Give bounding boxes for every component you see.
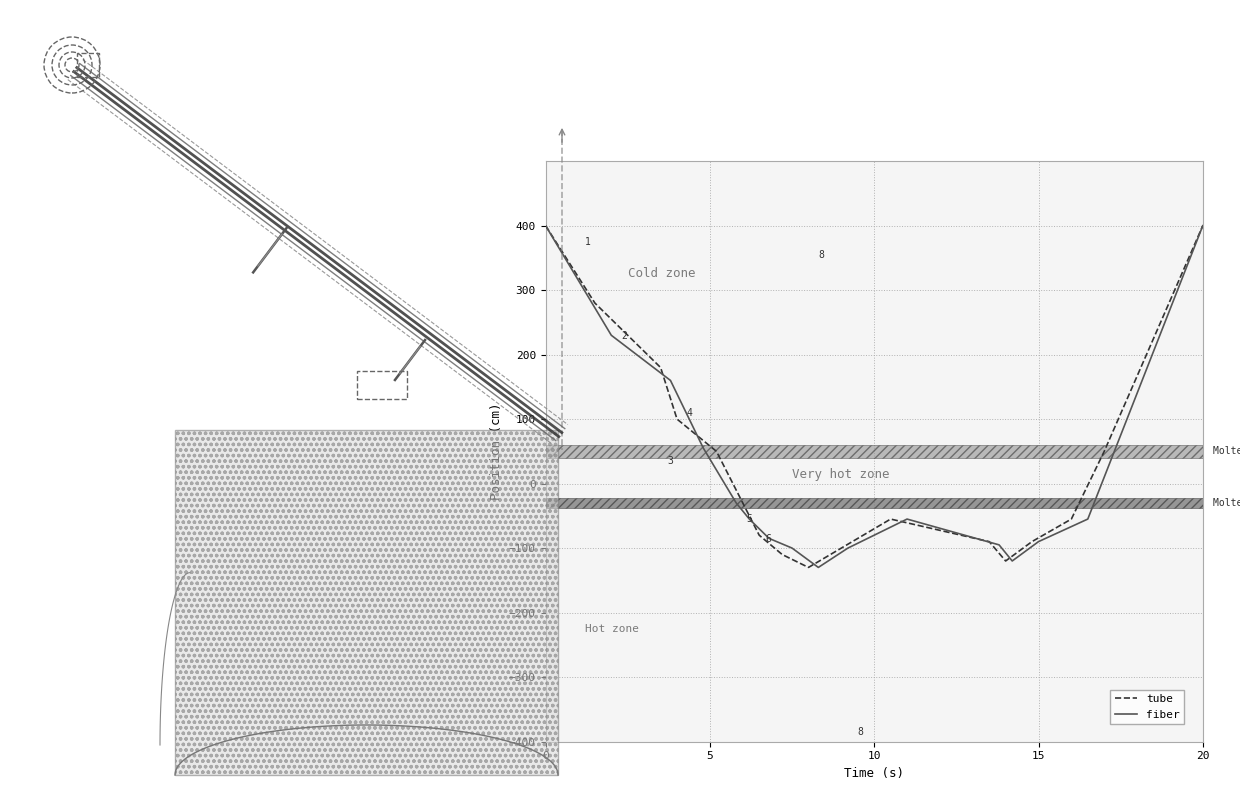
Text: Molten slag: Molten slag [1213,447,1240,456]
tube [833,543,848,553]
Text: 4: 4 [687,408,693,418]
Bar [357,371,407,399]
fiber [761,534,776,543]
fiber [841,543,856,553]
tube [998,556,1013,566]
X-axis label: Time (s): Time (s) [844,767,904,779]
fiber [729,498,744,508]
tube [801,563,816,572]
tube [1064,514,1079,524]
Line: tube: tube [546,226,1203,567]
Legend: tube, fiber: tube, fiber [1110,690,1184,725]
Text: 6: 6 [766,534,771,543]
Text: Cold zone: Cold zone [627,268,696,280]
Bar [546,445,1203,458]
fiber [899,514,914,524]
fiber [696,443,711,453]
Text: 2: 2 [621,330,627,340]
Text: Hot zone: Hot zone [585,624,639,634]
tube [1024,537,1039,546]
Text: 1: 1 [585,237,591,247]
tube [751,530,766,540]
fiber [663,376,678,385]
fiber [785,543,800,553]
fiber [811,563,826,572]
Line: fiber: fiber [546,226,1203,567]
tube [735,498,750,508]
tube [1097,447,1112,456]
fiber [604,330,619,340]
tube [588,298,603,308]
fiber [538,221,553,231]
fiber [1032,537,1047,546]
fiber [1004,556,1019,566]
fiber [1195,221,1210,231]
Text: 3: 3 [667,456,673,466]
tube [653,363,668,372]
fiber [1080,514,1095,524]
tube [883,514,898,524]
Bar [77,53,99,77]
Text: Molten metal: Molten metal [1213,498,1240,508]
tube [982,537,997,546]
fiber [992,540,1007,550]
tube [709,447,724,456]
Y-axis label: Position (cm): Position (cm) [490,403,503,500]
Bar [546,498,1203,508]
Text: 8: 8 [858,727,863,737]
Text: 8: 8 [818,250,825,260]
tube [775,550,790,559]
Text: 5: 5 [746,514,751,524]
fiber [742,514,756,524]
tube [538,221,553,231]
Bar [175,430,558,775]
Text: Very hot zone: Very hot zone [792,468,889,481]
tube [670,414,684,424]
tube [1195,221,1210,231]
